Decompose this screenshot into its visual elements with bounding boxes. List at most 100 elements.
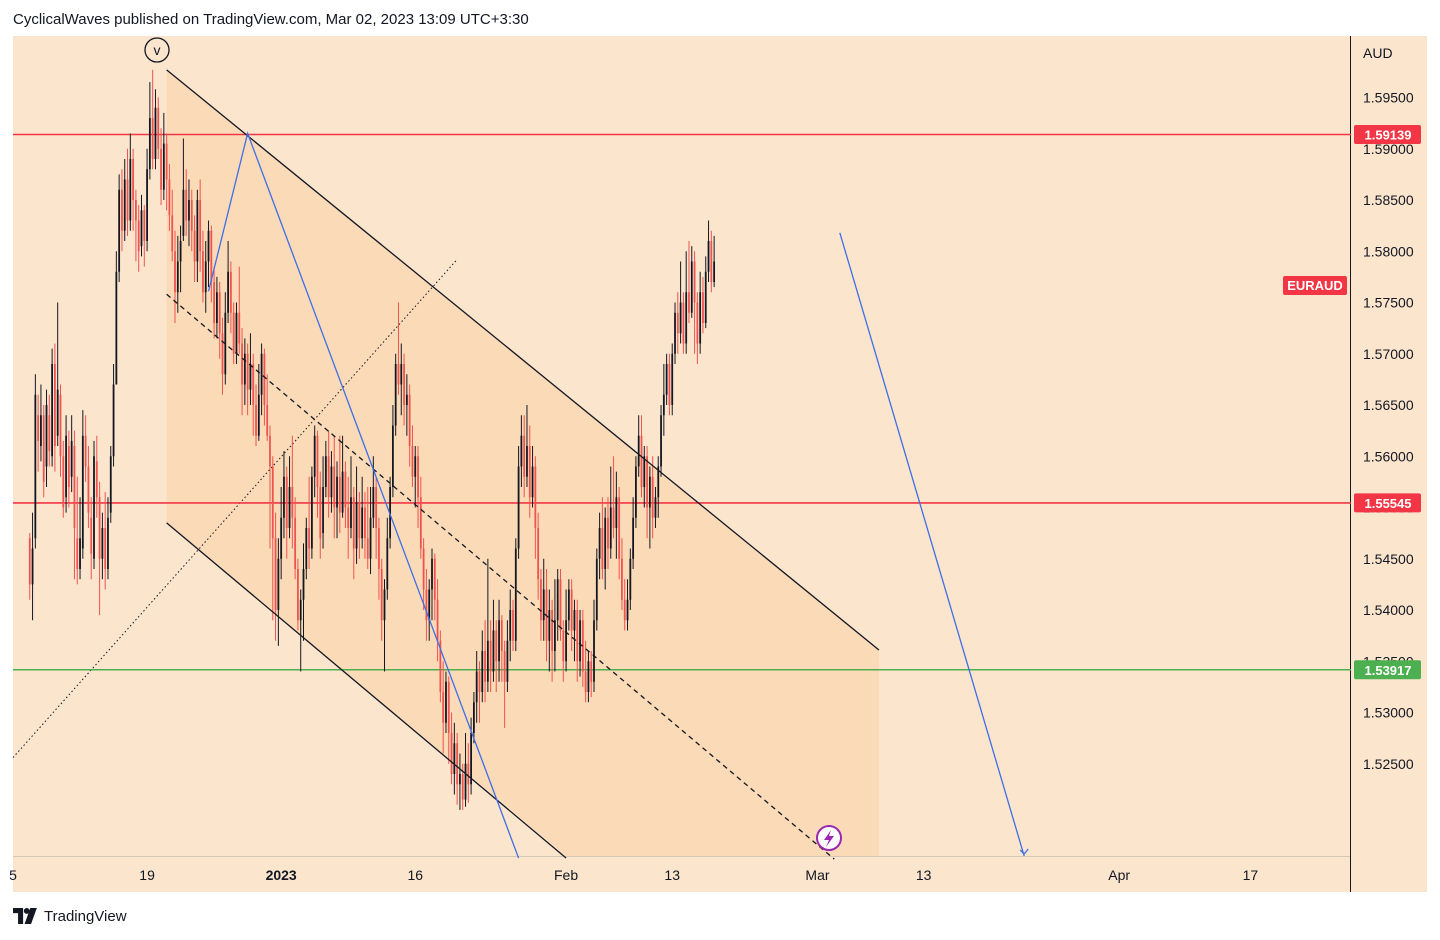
channel-upper-line (166, 69, 880, 651)
candle-body (336, 476, 338, 508)
candle-body (629, 558, 632, 600)
candle-body (514, 548, 517, 641)
candle-body (662, 394, 665, 416)
candle-body (383, 589, 386, 621)
candle-body (403, 364, 405, 405)
price-tick-label: 1.54000 (1363, 602, 1414, 618)
symbol-badge: EURAUD (1283, 276, 1347, 295)
candle-body (76, 538, 79, 569)
candle-body (121, 189, 123, 231)
candle-body (414, 456, 417, 477)
candle-body (676, 312, 679, 334)
candle-body (486, 640, 489, 682)
candle-body (291, 487, 294, 518)
candle-body (81, 435, 84, 549)
candle-body (623, 599, 626, 621)
candle-body (70, 440, 73, 477)
candle-body (252, 364, 255, 405)
price-chart[interactable]: AUD 1.595001.590001.585001.580001.575001… (0, 0, 1440, 900)
candle-body (713, 261, 716, 282)
tradingview-logo-icon[interactable] (13, 908, 39, 924)
candle-body (637, 435, 640, 467)
candle-body (341, 471, 344, 513)
candle-body (607, 517, 609, 549)
candle-body (467, 763, 470, 785)
candle-body (112, 384, 115, 457)
candle-body (461, 774, 464, 800)
projection-arrow-head (1019, 848, 1029, 855)
candle-body (135, 200, 137, 221)
candle-body (660, 415, 662, 467)
candle-body (165, 143, 168, 180)
candle-body (366, 538, 369, 559)
candle-body (297, 569, 299, 621)
candle-body (269, 435, 271, 467)
candle-body (556, 579, 559, 621)
footer-brand[interactable]: TradingView (44, 907, 127, 925)
wave-label-marker: v (144, 37, 170, 63)
candle-body (579, 620, 581, 662)
candle-body (65, 435, 67, 498)
candle-body (330, 466, 333, 498)
candle-body (79, 538, 81, 569)
candle-body (109, 456, 112, 513)
candle-body (37, 415, 40, 441)
time-tick-label: 2023 (266, 867, 297, 883)
candle-body (690, 261, 693, 313)
price-tick-label: 1.56000 (1363, 448, 1414, 464)
candle-body (411, 446, 414, 477)
candle-body (148, 118, 151, 170)
candle-body (688, 292, 690, 313)
flash-icon[interactable] (816, 825, 842, 851)
candle-body (168, 179, 171, 216)
candle-body (453, 743, 456, 774)
candle-body (405, 394, 408, 405)
candle-body (567, 589, 570, 621)
candle-body (288, 487, 291, 528)
candle-body (587, 661, 590, 692)
wave-label-circle (144, 37, 170, 63)
candle-body (182, 189, 185, 236)
candle-body (651, 476, 654, 518)
candle-body (372, 487, 375, 518)
candle-body (90, 517, 93, 554)
candle-body (439, 640, 442, 692)
candle-body (207, 230, 210, 262)
wave-label-text: v (154, 42, 161, 58)
candle-body (95, 461, 98, 498)
candle-body (302, 569, 305, 600)
candle-body (129, 159, 132, 221)
candle-body (498, 620, 500, 662)
candle-body (338, 476, 341, 513)
wave-path-line (207, 131, 520, 859)
candle-body (531, 466, 534, 498)
candle-body (327, 456, 330, 498)
projection-line (839, 232, 1025, 857)
price-badge-resistance (1354, 125, 1421, 145)
regression-channel (166, 69, 880, 860)
candle-body (621, 558, 623, 600)
candle-body (489, 640, 492, 672)
candle-body (48, 415, 51, 452)
candle-body (28, 538, 31, 585)
candle-body (316, 435, 319, 487)
candle-body (266, 405, 269, 436)
candle-body (257, 394, 260, 436)
channel-middle-line (166, 293, 835, 860)
candle-body (104, 528, 107, 569)
price-tick-label: 1.53000 (1363, 705, 1414, 721)
candle-body (375, 487, 378, 528)
candle-body (478, 671, 481, 692)
candle-body (464, 763, 467, 800)
candle-body (126, 179, 129, 221)
candle-body (93, 456, 95, 559)
price-badge-support (1354, 660, 1421, 680)
candle-body (643, 456, 646, 487)
candle-body (204, 261, 207, 293)
candle-body (263, 353, 266, 405)
candle-body (632, 517, 635, 559)
price-tick-label: 1.58000 (1363, 243, 1414, 259)
candle-body (160, 148, 162, 190)
candle-body (255, 405, 257, 436)
candle-body (506, 640, 509, 682)
